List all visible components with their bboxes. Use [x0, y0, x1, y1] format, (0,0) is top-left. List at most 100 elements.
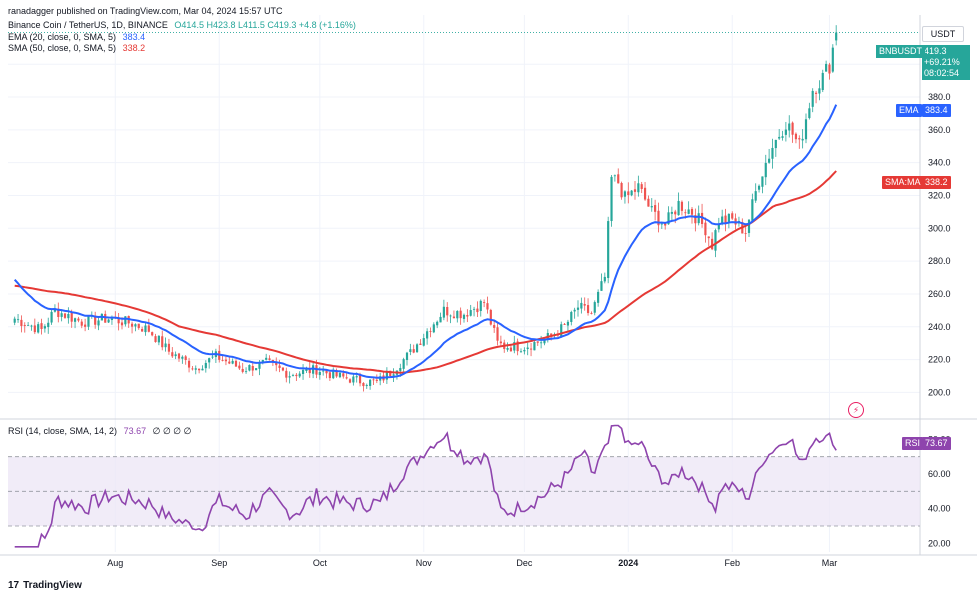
candle-body: [731, 213, 734, 219]
candle-body: [70, 312, 73, 322]
ema-axis-value: 383.4: [922, 104, 951, 117]
candle-body: [208, 358, 211, 363]
brand-label: TradingView: [23, 580, 82, 591]
candle-body: [778, 136, 781, 139]
candle-body: [483, 302, 486, 303]
candle-body: [332, 369, 335, 379]
legend-ema-label: EMA (20, close, 0, SMA, 5): [8, 32, 117, 42]
candle-body: [288, 376, 291, 378]
candle-body: [405, 352, 409, 360]
candle-body: [362, 383, 365, 387]
candle-body: [415, 344, 419, 353]
publisher-line: ranadagger published on TradingView.com,…: [8, 6, 283, 16]
candle-body: [493, 325, 496, 328]
candle-body: [811, 90, 814, 107]
candle-body: [573, 309, 576, 312]
candle-body: [586, 305, 590, 314]
candle-body: [261, 359, 264, 363]
candle-body: [697, 213, 700, 224]
candle-body: [134, 324, 137, 327]
price-tick-label: 280.0: [928, 256, 951, 266]
candle-body: [248, 364, 251, 371]
rsi-axis-tag: RSI: [902, 437, 924, 450]
candle-body: [117, 319, 120, 324]
candle-body: [590, 312, 593, 314]
price-tick-label: 340.0: [928, 158, 951, 168]
candle-body: [194, 368, 197, 370]
time-tick-label: Dec: [516, 558, 533, 568]
legend-ema-value: 383.4: [122, 32, 146, 42]
candle-body: [459, 310, 462, 319]
candle-body: [593, 302, 596, 313]
candle-body: [620, 182, 623, 198]
candle-body: [325, 370, 328, 374]
candle-body: [744, 233, 747, 235]
candle-body: [580, 302, 583, 309]
legend-sma-value: 338.2: [122, 43, 146, 53]
candle-body: [167, 343, 171, 352]
candle-body: [298, 373, 301, 377]
candle-body: [211, 356, 214, 358]
candle-body: [33, 325, 36, 333]
legend-rsi-value: 73.67: [123, 426, 147, 436]
ema-axis-tag: EMA: [896, 104, 922, 117]
candle-body: [526, 347, 529, 349]
sma-line: [14, 170, 837, 374]
candle-body: [171, 352, 174, 357]
candle-body: [23, 324, 26, 326]
candle-body: [130, 323, 134, 327]
currency-button[interactable]: USDT: [922, 26, 964, 42]
sma-axis-tag: SMA:MA: [882, 176, 924, 189]
candle-body: [164, 343, 167, 348]
candle-body: [295, 374, 298, 377]
candle-body: [201, 368, 204, 371]
candle-body: [365, 385, 368, 387]
legend-symbol-name: Binance Coin / TetherUS, 1D, BINANCE: [8, 20, 168, 30]
legend-ema[interactable]: EMA (20, close, 0, SMA, 5) 383.4: [8, 32, 145, 43]
candle-body: [27, 324, 30, 326]
rsi-axis-value: 73.67: [922, 437, 951, 450]
candle-body: [77, 318, 80, 321]
candle-body: [667, 212, 670, 225]
candle-body: [496, 327, 499, 341]
candle-body: [610, 176, 613, 222]
candle-body: [499, 341, 502, 344]
candle-body: [835, 32, 838, 41]
candle-body: [63, 313, 67, 318]
lightning-icon[interactable]: ⚡: [848, 402, 864, 418]
candle-body: [469, 310, 472, 316]
tradingview-logo-icon: 17: [8, 580, 20, 591]
candle-body: [818, 88, 821, 94]
candle-body: [466, 315, 469, 317]
candle-body: [643, 187, 647, 200]
candle-body: [275, 361, 278, 366]
candle-body: [680, 201, 684, 211]
legend-sma-label: SMA (50, close, 0, SMA, 5): [8, 43, 117, 53]
candle-body: [234, 360, 238, 367]
legend-sma[interactable]: SMA (50, close, 0, SMA, 5) 338.2: [8, 43, 145, 54]
candle-body: [161, 336, 164, 348]
candle-body: [174, 354, 177, 357]
candle-body: [637, 183, 640, 193]
candle-body: [670, 211, 673, 214]
candle-body: [154, 336, 157, 342]
candle-body: [348, 379, 352, 383]
candle-body: [436, 321, 439, 326]
candle-body: [305, 368, 308, 371]
candle-body: [754, 191, 757, 201]
legend-ohlc: O414.5 H423.8 L411.5 C419.3 +4.8 (+1.16%…: [174, 20, 356, 30]
tradingview-brand[interactable]: 17 TradingView: [8, 580, 82, 591]
candle-body: [144, 325, 147, 333]
candle-body: [318, 371, 321, 376]
candle-body: [244, 371, 248, 373]
candle-body: [630, 190, 633, 196]
candle-body: [543, 339, 546, 344]
candle-body: [255, 368, 258, 371]
candle-body: [627, 191, 630, 196]
legend-rsi[interactable]: RSI (14, close, SMA, 14, 2) 73.67 ∅ ∅ ∅ …: [8, 426, 191, 437]
candle-body: [704, 222, 707, 236]
candle-body: [291, 375, 295, 377]
candle-body: [301, 369, 305, 375]
candle-body: [97, 320, 100, 326]
candle-body: [576, 307, 580, 310]
